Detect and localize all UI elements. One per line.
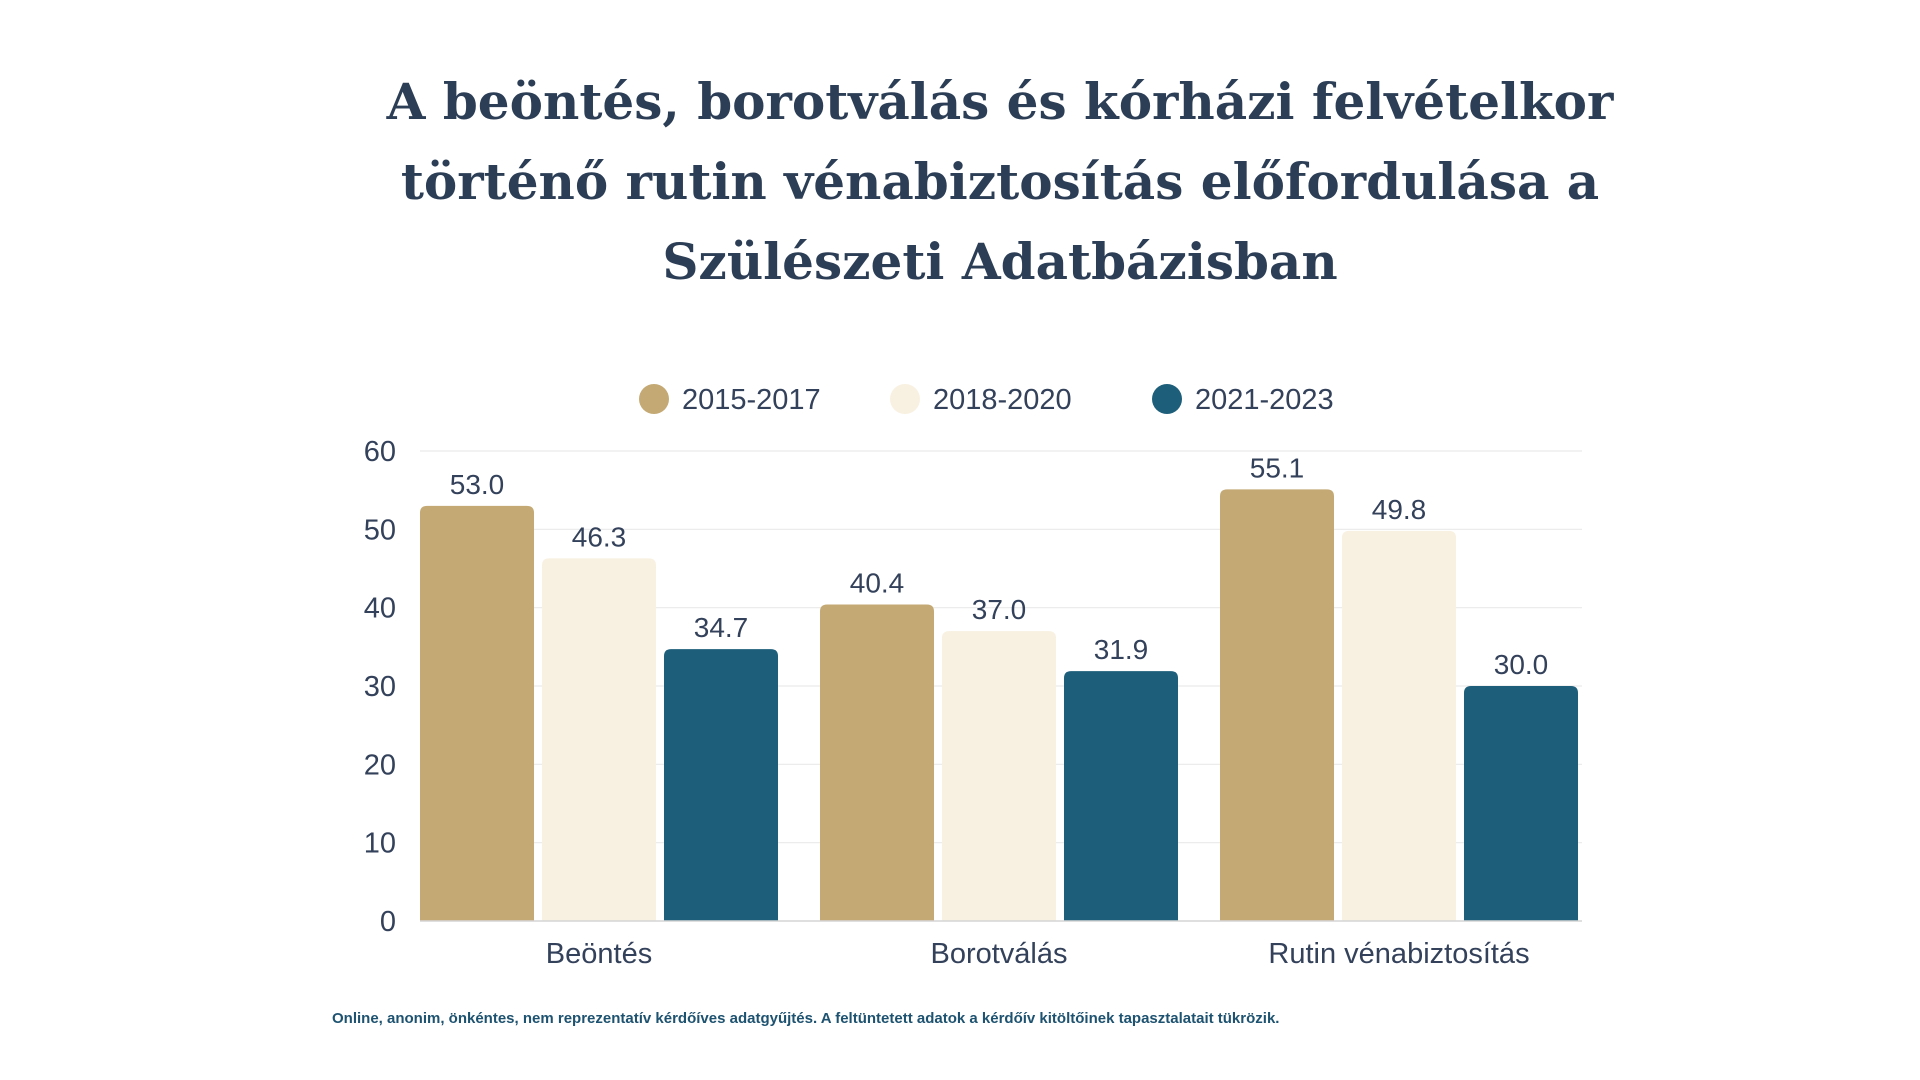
y-tick-label: 30 bbox=[364, 671, 396, 703]
bar-2015-2017 bbox=[1220, 489, 1334, 921]
footnote: Online, anonim, önkéntes, nem reprezenta… bbox=[332, 1010, 1280, 1027]
chart-title: A beöntés, borotválás és kórházi felvéte… bbox=[386, 72, 1614, 291]
y-tick-label: 20 bbox=[364, 749, 396, 781]
bar-2021-2023 bbox=[1064, 671, 1178, 921]
bar-2021-2023 bbox=[664, 649, 778, 921]
bar-2018-2020 bbox=[1342, 530, 1456, 921]
legend-label: 2015-2017 bbox=[682, 384, 821, 416]
bar-value-label: 46.3 bbox=[572, 521, 627, 552]
y-tick-label: 60 bbox=[364, 436, 396, 468]
bar-2021-2023 bbox=[1464, 686, 1578, 921]
bar-value-label: 40.4 bbox=[850, 568, 905, 599]
bar-2018-2020 bbox=[942, 631, 1056, 921]
bar-value-label: 31.9 bbox=[1094, 634, 1149, 665]
bar-value-label: 49.8 bbox=[1372, 494, 1427, 525]
x-category-label: Rutin vénabiztosítás bbox=[1268, 938, 1529, 970]
legend-marker-2018-2020 bbox=[890, 384, 920, 414]
x-category-label: Beöntés bbox=[546, 938, 652, 970]
legend-marker-2021-2023 bbox=[1152, 384, 1182, 414]
y-tick-label: 0 bbox=[380, 906, 396, 938]
bar-value-label: 53.0 bbox=[450, 469, 505, 500]
x-category-label: Borotválás bbox=[930, 938, 1067, 970]
legend-label: 2021-2023 bbox=[1195, 384, 1334, 416]
y-tick-label: 40 bbox=[364, 593, 396, 625]
legend-marker-2015-2017 bbox=[639, 384, 669, 414]
legend-label: 2018-2020 bbox=[933, 384, 1072, 416]
bar-value-label: 30.0 bbox=[1494, 649, 1549, 680]
bar-2018-2020 bbox=[542, 558, 656, 921]
y-tick-label: 50 bbox=[364, 514, 396, 546]
bar-chart: 0 10 20 30 40 50 60 53.0 40.4 55.1 46.3 37.0 49.8 34.… bbox=[364, 384, 1582, 970]
bar-2015-2017 bbox=[820, 604, 934, 921]
bar-value-label: 37.0 bbox=[972, 594, 1027, 625]
y-tick-label: 10 bbox=[364, 828, 396, 860]
bar-value-label: 55.1 bbox=[1250, 452, 1305, 483]
bar-2015-2017 bbox=[420, 505, 534, 921]
bar-value-label: 34.7 bbox=[694, 612, 749, 643]
